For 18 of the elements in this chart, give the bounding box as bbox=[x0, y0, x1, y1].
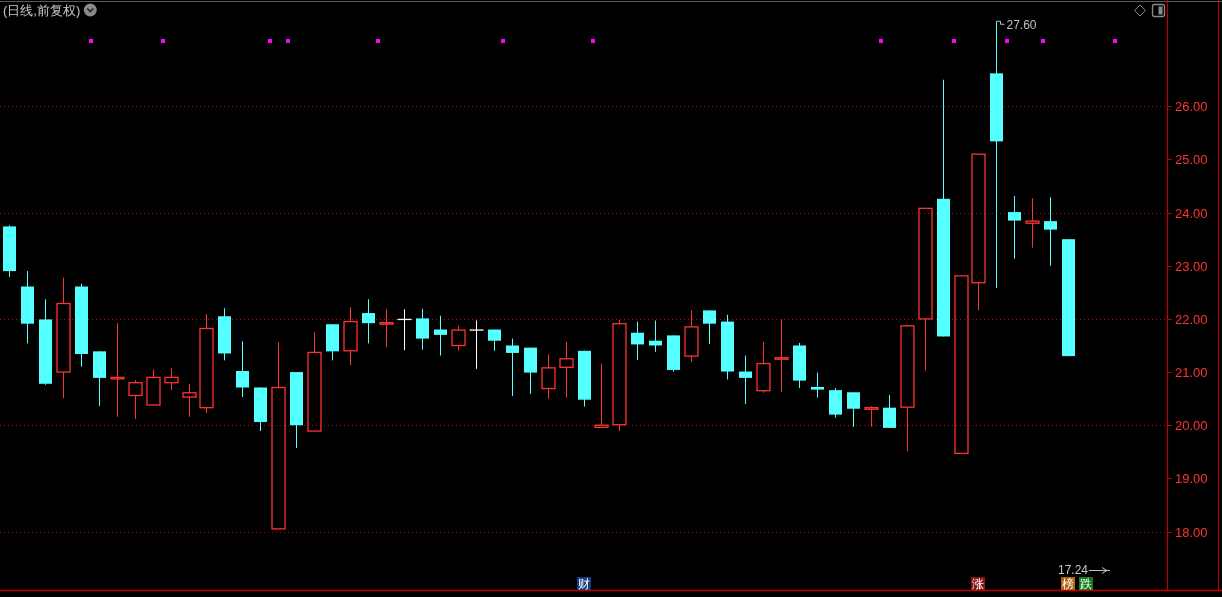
y-tick-label: 26.00 bbox=[1175, 99, 1208, 114]
tag: 财 bbox=[577, 577, 591, 591]
y-tick-label: 21.00 bbox=[1175, 365, 1208, 380]
y-tick-label: 25.00 bbox=[1175, 152, 1208, 167]
title: (日线,前复权) bbox=[3, 3, 81, 18]
tag: 榜 bbox=[1061, 577, 1075, 591]
y-tick-label: 22.00 bbox=[1175, 312, 1208, 327]
tag: 涨 bbox=[971, 577, 985, 591]
y-tick-label: 23.00 bbox=[1175, 259, 1208, 274]
note: 27.60 bbox=[996, 18, 1037, 33]
y-tick-label: 24.00 bbox=[1175, 206, 1208, 221]
note: 17.24 bbox=[1057, 563, 1111, 577]
y-tick-label: 18.00 bbox=[1175, 525, 1208, 540]
y-tick-label: 20.00 bbox=[1175, 418, 1208, 433]
tag: 跌 bbox=[1079, 577, 1093, 591]
y-tick-label: 19.00 bbox=[1175, 471, 1208, 486]
annotation: 27.60 bbox=[1006, 18, 1037, 33]
annotation: 17.24 bbox=[1057, 563, 1089, 577]
